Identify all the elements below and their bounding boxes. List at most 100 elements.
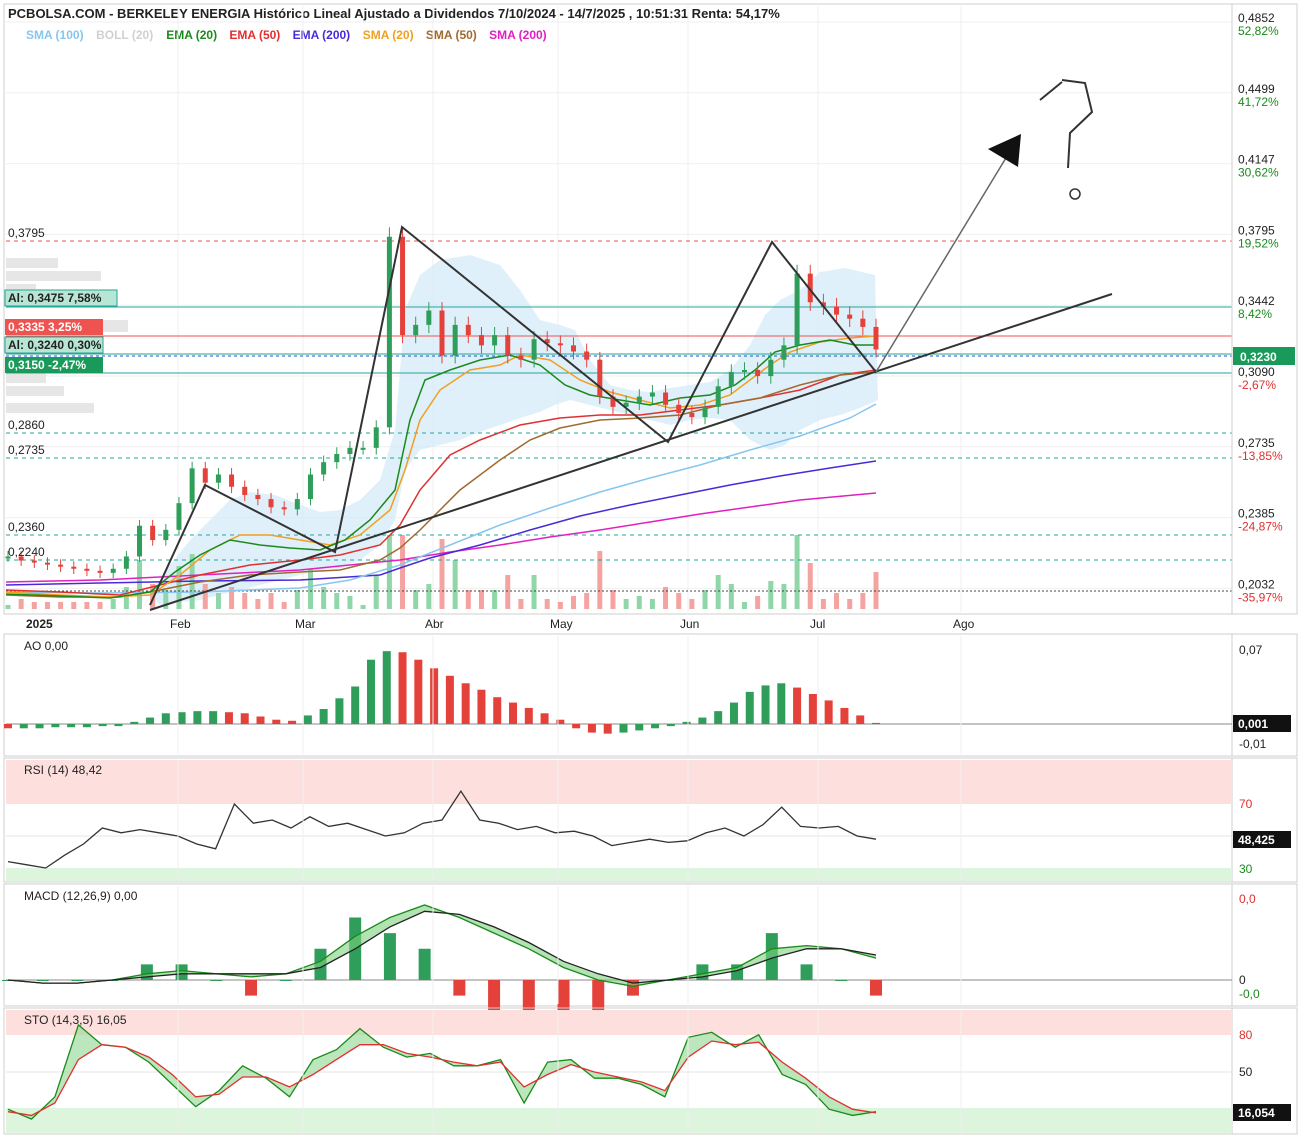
ao-bar <box>856 715 865 724</box>
ema-20-line <box>5 339 876 599</box>
candle-body <box>807 273 813 303</box>
ao-current-box <box>1233 715 1291 732</box>
volume-bar <box>373 575 379 609</box>
candle-body <box>163 529 169 541</box>
ao-bar <box>808 694 817 724</box>
left-level-labels: 0,3795 0,2860 0,2735 0,2360 0,2240 <box>8 226 45 559</box>
volume-bar <box>531 575 537 609</box>
ao-axis-top: 0,07 <box>1239 643 1263 657</box>
zigzag-pattern-line <box>149 225 877 606</box>
ao-bar <box>146 717 155 724</box>
pct-tick-5: -2,67% <box>1238 378 1276 392</box>
candle-body <box>557 343 563 346</box>
arrow-head-icon <box>988 134 1021 167</box>
rsi-title: RSI (14) 48,42 <box>24 763 102 777</box>
candle-body <box>229 474 235 487</box>
candle-body <box>31 560 37 563</box>
sto-panel-border <box>3 1007 1298 1135</box>
month-label-5: Jun <box>680 617 699 631</box>
volume-bar <box>44 602 50 609</box>
candle-body <box>755 369 761 377</box>
ao-bar <box>272 719 281 724</box>
candle-body <box>623 402 629 407</box>
candle-body <box>294 499 300 510</box>
sto-overbought-zone <box>6 1010 1232 1035</box>
ao-bar <box>430 668 439 724</box>
macd-axis-top: 0,0 <box>1239 892 1256 906</box>
level-label-0-3335: 0,3335 3,25% <box>8 320 82 334</box>
volume-bar <box>636 596 642 609</box>
candle-body <box>544 339 550 344</box>
macd-hist-bar <box>210 980 223 981</box>
month-label-7: Ago <box>953 617 975 631</box>
current-price-label: 0,3230 <box>1240 350 1277 364</box>
ao-bar <box>556 719 565 724</box>
volume-bar <box>321 587 327 609</box>
volume-bar <box>834 593 840 609</box>
alert-box-0-3475 <box>4 289 118 307</box>
projection-arrow-line <box>875 147 1013 373</box>
ao-bar <box>288 720 297 724</box>
ao-bar <box>414 659 423 724</box>
price-tick-4: 0,3442 <box>1238 294 1275 308</box>
ao-bar <box>745 691 754 724</box>
volume-bar <box>505 575 511 609</box>
month-label-6: Jul <box>810 617 825 631</box>
volume-bar <box>728 584 734 609</box>
alert-label-0-3240: Al: 0,3240 0,30% <box>8 338 102 352</box>
macd-hist-bar <box>488 980 501 1012</box>
pct-tick-7: -24,87% <box>1238 520 1283 534</box>
ao-bar <box>224 712 233 724</box>
ao-bar <box>793 687 802 724</box>
volume-bar <box>268 593 274 609</box>
rsi-line <box>7 790 877 869</box>
macd-signal-line <box>7 910 877 984</box>
legend-item-7: SMA (200) <box>489 28 547 42</box>
candle-body <box>307 474 313 500</box>
price-tick-7: 0,2385 <box>1238 507 1275 521</box>
volume-bar <box>478 590 484 609</box>
candle-body <box>71 566 77 569</box>
ema-200-line <box>5 460 877 586</box>
volume-bar <box>597 551 603 609</box>
volume-bar <box>492 590 498 609</box>
ao-bar <box>240 713 249 724</box>
pct-tick-0: 52,82% <box>1238 24 1279 38</box>
ao-bar <box>682 721 691 724</box>
ao-axis-bottom: -0,01 <box>1239 737 1267 751</box>
level-box-0-3150 <box>5 357 103 373</box>
volume-bar <box>347 596 353 609</box>
rsi-panel-border <box>3 757 1298 883</box>
candle-body <box>820 302 826 307</box>
ao-bar <box>761 685 770 724</box>
volume-bar <box>544 599 550 609</box>
ao-bar <box>51 724 60 728</box>
ao-bar <box>445 675 454 724</box>
legend-item-2: EMA (20) <box>166 28 217 42</box>
sto-current-box <box>1233 1104 1291 1121</box>
volume-bars <box>5 535 879 609</box>
ao-bar <box>161 713 170 724</box>
ao-title: AO 0,00 <box>24 639 68 653</box>
candle-body <box>215 474 221 483</box>
pct-tick-1: 41,72% <box>1238 95 1279 109</box>
candle-body <box>873 326 879 350</box>
price-candles <box>5 227 879 579</box>
ao-bar <box>572 724 581 729</box>
volume-bar <box>702 590 708 609</box>
main-panel-border <box>3 3 1298 615</box>
candle-body <box>413 324 419 336</box>
price-tick-8: 0,2032 <box>1238 577 1275 591</box>
candle-body <box>255 494 261 500</box>
price-tick-2: 0,4147 <box>1238 153 1275 167</box>
sto-d-line <box>7 1040 877 1117</box>
ao-bar <box>524 707 533 724</box>
macd-signal-fill <box>8 905 876 987</box>
pct-tick-4: 8,42% <box>1238 307 1272 321</box>
candle-body <box>400 236 406 336</box>
alert-label-0-3475: Al: 0,3475 7,58% <box>8 291 102 305</box>
candle-body <box>465 324 471 336</box>
pct-tick-2: 30,62% <box>1238 166 1279 180</box>
ao-bar <box>82 724 91 728</box>
time-axis: 2025 Feb Mar Abr May Jun Jul Ago <box>26 617 975 631</box>
